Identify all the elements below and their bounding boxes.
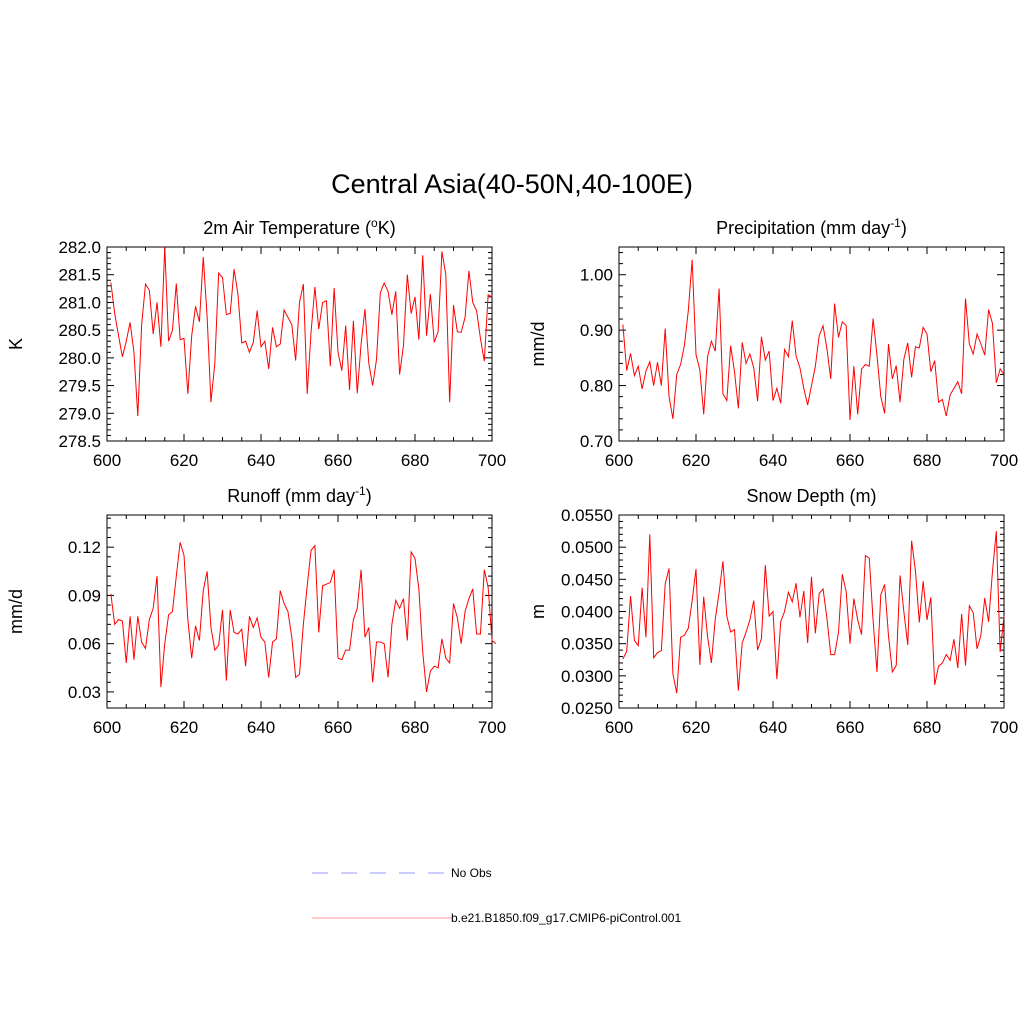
- plot-frame: [106, 246, 493, 442]
- x-tick-label: 700: [478, 718, 506, 737]
- panel-title-main: 2m Air Temperature (: [203, 218, 371, 238]
- x-tick-label: 600: [93, 451, 121, 470]
- x-tick-label: 660: [324, 451, 352, 470]
- panel-title-sup: o: [371, 216, 378, 230]
- panel-title: Runoff (mm day-1): [227, 484, 371, 506]
- y-tick-label: 281.0: [58, 293, 101, 312]
- plot-frame: [618, 514, 1005, 709]
- x-tick-label: 660: [836, 451, 864, 470]
- y-tick-label: 0.0450: [561, 570, 613, 589]
- x-tick-label: 620: [682, 718, 710, 737]
- series-line: [110, 542, 497, 693]
- panel-title-tail: K): [378, 218, 396, 238]
- series-line: [622, 259, 1005, 420]
- x-tick-label: 700: [990, 718, 1018, 737]
- x-tick-label: 620: [170, 451, 198, 470]
- x-tick-label: 700: [478, 451, 506, 470]
- y-tick-label: 282.0: [58, 238, 101, 257]
- y-tick-label: 279.0: [58, 404, 101, 423]
- panel-title-main: Precipitation (mm day: [716, 218, 890, 238]
- y-tick-label: 280.5: [58, 321, 101, 340]
- y-tick-label: 0.09: [68, 586, 101, 605]
- y-tick-label: 278.5: [58, 432, 101, 451]
- y-tick-label: 0.90: [580, 321, 613, 340]
- x-tick-label: 640: [759, 451, 787, 470]
- y-tick-label: 0.0400: [561, 603, 613, 622]
- y-tick-label: 281.5: [58, 266, 101, 285]
- x-tick-label: 620: [170, 718, 198, 737]
- y-tick-label: 0.0500: [561, 538, 613, 557]
- legend-obs-label: No Obs: [451, 866, 492, 880]
- legend: No Obs b.e21.B1850.f09_g17.CMIP6-piContr…: [312, 866, 681, 925]
- panel-snow-depth: 600 620 640 660 680 700 0.0250 0.0300 0.0350 0.04…: [528, 486, 1018, 737]
- panel-title-main: Runoff (mm day: [227, 486, 355, 506]
- x-tick-label: 640: [759, 718, 787, 737]
- y-tick-label: 279.5: [58, 377, 101, 396]
- series-line: [110, 246, 493, 417]
- panel-title: Snow Depth (m): [746, 486, 876, 506]
- x-tick-label: 680: [913, 451, 941, 470]
- series-line: [622, 531, 1005, 694]
- x-tick-label: 600: [93, 718, 121, 737]
- y-axis-label: mm/d: [528, 322, 548, 367]
- panel-title-main: Snow Depth (m): [746, 486, 876, 506]
- x-tick-label: 660: [324, 718, 352, 737]
- x-tick-label: 660: [836, 718, 864, 737]
- plot-frame: [618, 246, 1005, 442]
- x-tick-label: 680: [401, 718, 429, 737]
- x-tick-label: 700: [990, 451, 1018, 470]
- panel-title: Precipitation (mm day-1): [716, 216, 907, 238]
- y-axis-label: K: [6, 338, 26, 350]
- y-tick-label: 0.0250: [561, 699, 613, 718]
- y-tick-label: 0.06: [68, 635, 101, 654]
- x-tick-label: 680: [401, 451, 429, 470]
- y-tick-label: 0.0550: [561, 506, 613, 525]
- y-tick-label: 280.0: [58, 349, 101, 368]
- panel-title-sup: -1: [355, 484, 366, 498]
- y-tick-label: 0.70: [580, 432, 613, 451]
- plot-frame: [106, 514, 493, 709]
- y-tick-label: 0.03: [68, 683, 101, 702]
- y-tick-label: 0.0300: [561, 667, 613, 686]
- panel-title-tail: ): [366, 486, 372, 506]
- legend-model-label: b.e21.B1850.f09_g17.CMIP6-piControl.001: [451, 911, 681, 925]
- x-tick-label: 600: [605, 451, 633, 470]
- panel-air-temperature: 600 620 640 660 680 700 278.5 279.0 279.5 280.0 28…: [6, 216, 506, 470]
- panel-title-sup: -1: [890, 216, 901, 230]
- panel-runoff: 600 620 640 660 680 700 0.03 0.06 0.09 0.12 Runoff…: [6, 484, 506, 737]
- x-tick-label: 620: [682, 451, 710, 470]
- x-tick-label: 600: [605, 718, 633, 737]
- y-tick-label: 0.12: [68, 538, 101, 557]
- y-tick-label: 0.0350: [561, 635, 613, 654]
- y-tick-label: 1.00: [580, 266, 613, 285]
- figure-title: Central Asia(40-50N,40-100E): [331, 169, 693, 199]
- panel-precipitation: 600 620 640 660 680 700 0.70 0.80 0.90 1.00 Precip…: [528, 216, 1018, 470]
- x-tick-label: 680: [913, 718, 941, 737]
- y-axis-label: m: [528, 604, 548, 619]
- panel-title: 2m Air Temperature (oK): [203, 216, 395, 238]
- x-tick-label: 640: [247, 718, 275, 737]
- x-tick-label: 640: [247, 451, 275, 470]
- panel-title-tail: ): [901, 218, 907, 238]
- y-tick-label: 0.80: [580, 377, 613, 396]
- y-axis-label: mm/d: [6, 589, 26, 634]
